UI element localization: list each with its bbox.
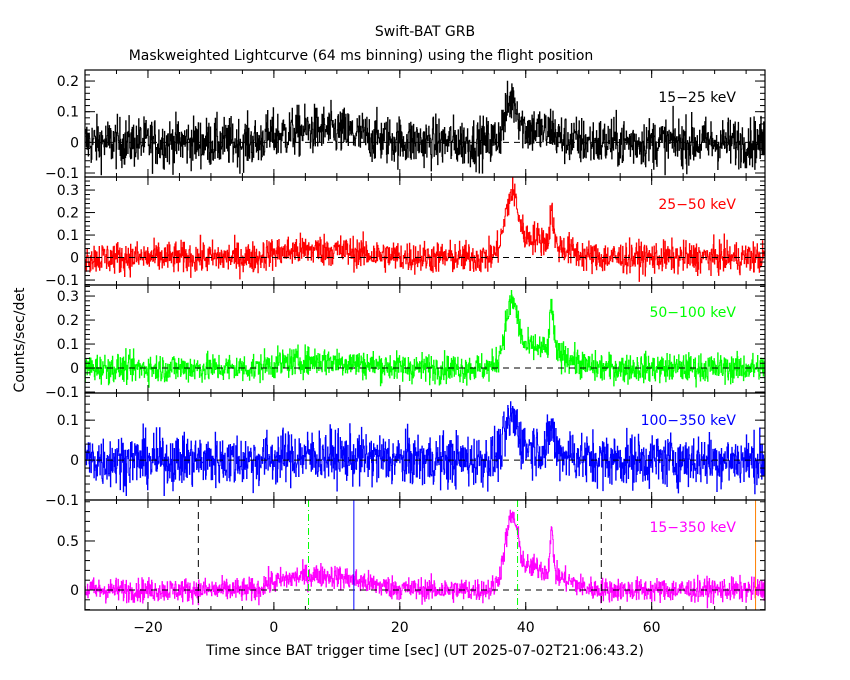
y-tick-label: 0 [70,453,79,469]
y-tick-label: −0.1 [45,493,79,509]
panel-15-25-kev: −0.1 0 0.1 0.2 15−25 keV [45,69,766,182]
y-tick-label: 0 [70,361,79,377]
chart-title: Swift-BAT GRB [375,24,475,40]
y-tick-label: 0.2 [57,206,79,222]
x-tick-label: 20 [391,620,409,636]
y-tick-label: −0.1 [45,385,79,401]
lightcurve-series [84,290,766,388]
y-tick-label: 0.3 [57,289,79,305]
band-label: 15−350 keV [649,520,736,536]
y-tick-label: −0.1 [45,273,79,289]
y-tick-label: 0.1 [57,337,79,353]
panel-25-50-kev: −0.1 0 0.1 0.2 0.3 25−50 keV [45,176,766,289]
band-label: 15−25 keV [658,90,736,106]
band-label: 50−100 keV [649,305,736,321]
lightcurve-series [84,176,766,282]
y-tick-label: 0.1 [57,413,79,429]
panel-15-350-kev: 0 0.5 15−350 keV [57,499,766,611]
lightcurve-series [84,80,766,176]
x-axis-label: Time since BAT trigger time [sec] (UT 20… [205,643,644,659]
x-tick-label: 40 [517,620,535,636]
y-tick-label: 0.1 [57,105,79,121]
chart-subtitle: Maskweighted Lightcurve (64 ms binning) … [129,48,594,64]
y-axis-label: Counts/sec/det [12,287,28,392]
y-tick-label: 0.2 [57,74,79,90]
panel-100-350-kev: −0.1 0 0.1 100−350 keV [45,392,766,509]
y-tick-label: −0.1 [45,166,79,182]
y-tick-label: 0.1 [57,228,79,244]
y-tick-label: 0 [70,583,79,599]
y-tick-label: 0 [70,135,79,151]
band-label: 25−50 keV [658,197,736,213]
panel-frame [84,499,766,611]
x-tick-label: 0 [269,620,278,636]
band-label: 100−350 keV [641,413,737,429]
x-tick-label: 60 [643,620,661,636]
y-tick-label: 0 [70,251,79,267]
y-tick-label: 0.5 [57,534,79,550]
x-tick-label: −20 [133,620,163,636]
y-tick-label: 0.3 [57,183,79,199]
panel-50-100-kev: −0.1 0 0.1 0.2 0.3 50−100 keV [45,284,766,401]
y-tick-label: 0.2 [57,313,79,329]
